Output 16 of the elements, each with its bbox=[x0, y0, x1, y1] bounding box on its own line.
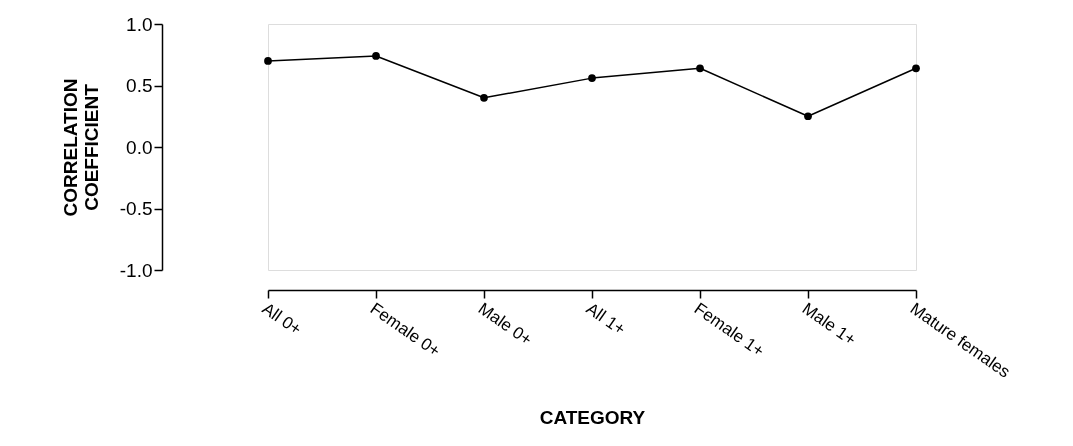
y-tick-label: -1.0 bbox=[119, 259, 153, 281]
point bbox=[480, 93, 488, 102]
point bbox=[372, 52, 380, 60]
point bbox=[588, 74, 596, 82]
y-axis-title: CORRELATION COEFFICIENT bbox=[59, 78, 102, 217]
point bbox=[696, 64, 704, 73]
x-tick-label: All 0+ bbox=[258, 298, 305, 340]
y-tick-label: -0.5 bbox=[119, 198, 153, 219]
y-tick-label: 1.0 bbox=[126, 13, 153, 35]
x-axis-title: CATEGORY bbox=[539, 406, 646, 428]
point bbox=[264, 57, 272, 65]
x-tick-label: All 1+ bbox=[582, 298, 629, 340]
point bbox=[912, 64, 920, 73]
point bbox=[804, 112, 812, 121]
y-tick-label: 0.0 bbox=[126, 136, 153, 158]
y-tick-label: 0.5 bbox=[126, 75, 153, 96]
